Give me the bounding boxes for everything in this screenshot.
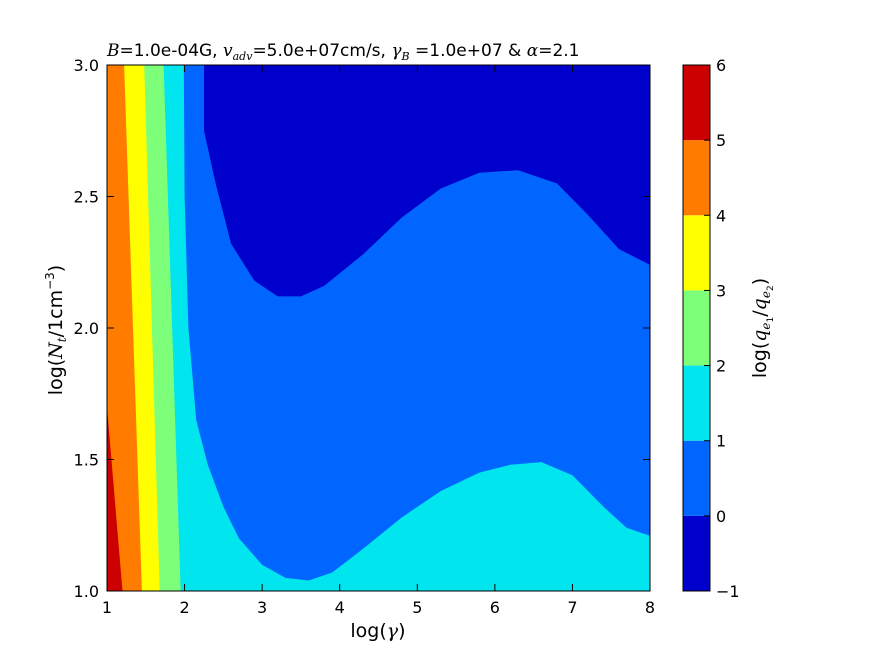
colorbar-frame — [682, 64, 711, 592]
plot-area: 1 2 3 4 5 6 7 8 1.0 1.5 2.0 2.5 3.0 — [74, 56, 656, 617]
contour-band-level-4 — [107, 65, 142, 591]
colorbar-swatch — [683, 140, 710, 216]
x-axis-ticks: 1 2 3 4 5 6 7 8 — [102, 65, 655, 617]
colorbar: −1 0 1 2 3 4 5 6 — [682, 56, 740, 601]
x-tick-label: 4 — [335, 598, 345, 617]
colorbar-tick-label: 0 — [716, 507, 726, 526]
y-axis-label: log(Nt/1cm−3) — [43, 265, 69, 395]
y-axis-ticks: 1.0 1.5 2.0 2.5 3.0 — [74, 56, 650, 601]
colorbar-tick-label: 1 — [716, 432, 726, 451]
x-tick-label: 3 — [257, 598, 267, 617]
y-tick-label: 1.0 — [74, 582, 99, 601]
colorbar-swatch — [683, 215, 710, 291]
y-tick-label: 1.5 — [74, 451, 99, 470]
contour-band-level-0 — [107, 65, 650, 591]
chart-title: B=1.0e-04G, vadv=5.0e+07cm/s, γB =1.0e+0… — [106, 41, 579, 63]
colorbar-swatch — [683, 440, 710, 516]
contour-fills — [107, 65, 650, 591]
y-tick-label: 2.5 — [74, 188, 99, 207]
x-tick-label: 7 — [567, 598, 577, 617]
contour-band-level-5 — [107, 183, 123, 591]
x-tick-label: 6 — [490, 598, 500, 617]
y-tick-label: 3.0 — [74, 56, 99, 75]
colorbar-tick-label: −1 — [716, 582, 740, 601]
colorbar-swatch — [683, 515, 710, 591]
colorbar-tick-label: 3 — [716, 281, 726, 300]
colorbar-swatch — [683, 365, 710, 441]
colorbar-tick-label: 2 — [716, 357, 726, 376]
colorbar-swatches — [683, 65, 710, 591]
colorbar-label: log(qe1/qe2) — [749, 278, 776, 378]
colorbar-tick-label: 5 — [716, 131, 726, 150]
x-tick-label: 5 — [412, 598, 422, 617]
y-tick-label: 2.0 — [74, 319, 99, 338]
x-axis-label: log(γ) — [350, 620, 405, 642]
colorbar-tick-label: 4 — [716, 206, 726, 225]
colorbar-ticks: −1 0 1 2 3 4 5 6 — [704, 56, 740, 601]
colorbar-tick-label: 6 — [716, 56, 726, 75]
x-tick-label: 1 — [102, 598, 112, 617]
colorbar-swatch — [683, 290, 710, 366]
x-tick-label: 2 — [179, 598, 189, 617]
colorbar-swatch — [683, 65, 710, 141]
x-tick-label: 8 — [645, 598, 655, 617]
